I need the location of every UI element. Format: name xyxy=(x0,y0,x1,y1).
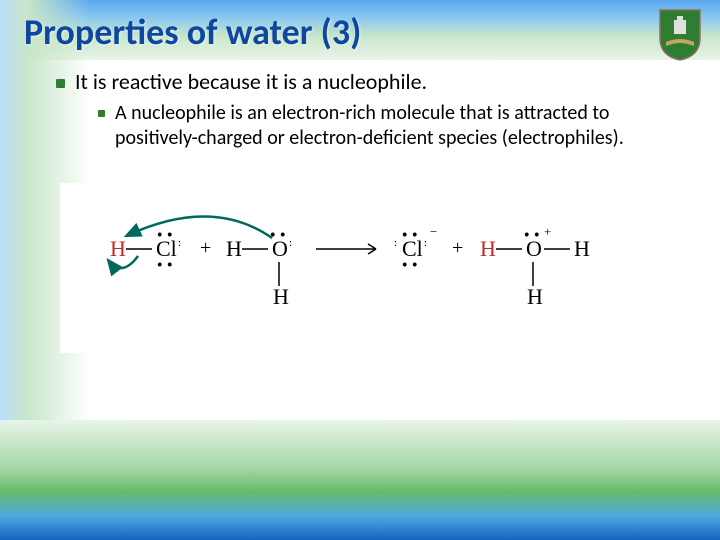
reaction-svg: H Cl • • • • : + H O • • : H : Cl • • • … xyxy=(82,188,642,348)
lone-pair: • • xyxy=(157,228,173,241)
lone-pair: • • xyxy=(402,228,418,241)
bullet-main-text: It is reactive because it is a nucleophi… xyxy=(75,68,427,95)
charge-plus: + xyxy=(544,224,551,239)
bullet-sub: A nucleophile is an electron-rich molecu… xyxy=(98,101,680,151)
atom-h-6: H xyxy=(527,284,543,309)
lone-pair: • • xyxy=(524,228,540,241)
lone-pair: • • xyxy=(270,228,286,241)
atom-h-5: H xyxy=(574,236,590,261)
lone-pair: : xyxy=(424,236,428,249)
atom-h-3: H xyxy=(273,284,289,309)
lone-pair: : xyxy=(394,236,398,249)
bullet-sub-text: A nucleophile is an electron-rich molecu… xyxy=(115,101,680,151)
plus-symbol: + xyxy=(452,237,463,259)
mechanism-arrow-1 xyxy=(126,216,272,238)
slide-title: Properties of water (3) xyxy=(0,0,720,54)
lone-pair: • • xyxy=(157,258,173,271)
plus-symbol: + xyxy=(200,237,211,259)
bullet-main: It is reactive because it is a nucleophi… xyxy=(56,68,680,95)
atom-h-4: H xyxy=(480,236,496,261)
charge-minus: − xyxy=(430,224,437,239)
atom-h-2: H xyxy=(226,236,242,261)
slide-content: It is reactive because it is a nucleophi… xyxy=(0,54,720,151)
atom-h-1: H xyxy=(110,236,126,261)
bg-gradient-bottom xyxy=(0,420,720,540)
reaction-diagram: H Cl • • • • : + H O • • : H : Cl • • • … xyxy=(60,183,680,353)
university-crest-icon xyxy=(656,6,704,62)
lone-pair: : xyxy=(178,236,182,249)
lone-pair: : xyxy=(289,236,293,249)
lone-pair: • • xyxy=(402,258,418,271)
